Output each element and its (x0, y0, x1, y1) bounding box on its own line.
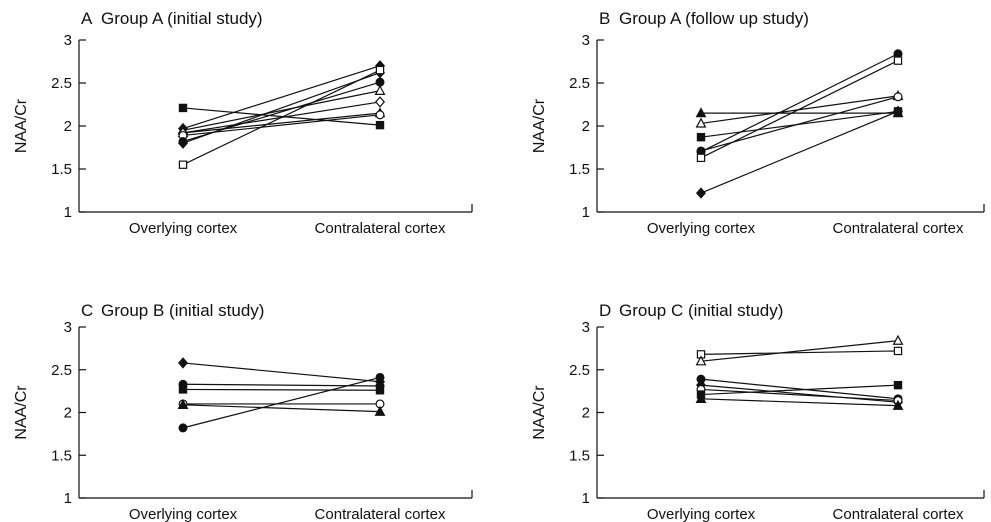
data-point (375, 110, 385, 120)
y-tick-label: 2.5 (569, 75, 590, 92)
y-tick-label: 1.5 (51, 447, 72, 464)
series-line (700, 110, 899, 194)
data-point (178, 423, 188, 433)
data-point (178, 357, 188, 369)
panel-b: B Group A (follow up study) 1 1.5 2 2.5 3 NAA/C… (531, 9, 985, 237)
series-group (177, 357, 386, 433)
data-point (892, 399, 904, 410)
data-point (374, 84, 386, 95)
panel-letter: C (81, 301, 93, 320)
x-category-label: Overlying cortex (647, 506, 756, 522)
y-tick-label: 1 (582, 490, 590, 507)
x-category-label: Overlying cortex (647, 220, 756, 237)
x-category-label: Contralateral cortex (833, 220, 964, 237)
series-line (700, 53, 899, 153)
data-point (178, 103, 188, 113)
y-tick-label: 3 (582, 32, 590, 49)
y-tick-label: 2.5 (51, 362, 72, 379)
data-point (696, 187, 706, 199)
y-tick-label: 3 (64, 319, 72, 336)
panel-letter: D (599, 301, 611, 320)
data-point (695, 355, 707, 366)
panel-title: Group B (initial study) (101, 301, 264, 320)
y-tick-label: 1.5 (569, 161, 590, 178)
data-point (375, 372, 385, 382)
data-point (178, 385, 188, 394)
y-tick-label: 2 (582, 405, 590, 422)
series-line (700, 378, 899, 400)
panel-a: A Group A (initial study) 1 1.5 2 2.5 3 NAA/Cr O… (13, 9, 473, 237)
data-point (695, 392, 707, 404)
series-line (700, 60, 899, 159)
series-line (700, 398, 899, 407)
data-point (893, 105, 903, 118)
data-point (178, 137, 188, 149)
series-group (177, 60, 386, 169)
data-point (695, 117, 707, 128)
y-axis-label: NAA/Cr (13, 98, 30, 153)
y-tick-label: 2 (64, 118, 72, 135)
panel-title: Group A (initial study) (101, 9, 263, 28)
data-point (375, 386, 385, 395)
series-group (695, 49, 904, 199)
data-point (375, 77, 385, 87)
data-point (178, 160, 188, 169)
series-group (695, 334, 904, 410)
x-category-label: Overlying cortex (129, 506, 238, 522)
y-tick-label: 2 (582, 118, 590, 135)
data-point (375, 96, 385, 108)
x-category-label: Contralateral cortex (315, 506, 446, 522)
data-point (893, 346, 903, 356)
data-point (695, 107, 707, 118)
y-tick-label: 2.5 (51, 75, 72, 92)
data-point (696, 132, 706, 142)
series-line (182, 107, 381, 126)
data-point (374, 405, 386, 416)
series-line (700, 388, 899, 402)
data-point (375, 120, 385, 130)
y-tick-label: 1 (582, 204, 590, 221)
x-category-label: Overlying cortex (129, 220, 238, 237)
series-line (700, 384, 899, 403)
series-line (182, 362, 381, 383)
data-point (375, 65, 385, 75)
series-line (182, 388, 381, 391)
y-tick-label: 2 (64, 405, 72, 422)
series-line (182, 72, 381, 144)
y-tick-label: 3 (64, 32, 72, 49)
panel-title: Group A (follow up study) (619, 9, 809, 28)
panel-letter: B (599, 9, 610, 28)
y-tick-label: 3 (582, 319, 590, 336)
data-point (177, 398, 189, 410)
data-point (892, 334, 904, 345)
series-line (700, 350, 899, 355)
data-point (696, 153, 706, 163)
x-category-label: Contralateral cortex (833, 506, 964, 522)
series-line (182, 112, 381, 134)
y-tick-label: 2.5 (569, 362, 590, 379)
y-tick-label: 1 (64, 490, 72, 507)
x-category-label: Contralateral cortex (315, 220, 446, 237)
panel-letter: A (81, 9, 93, 28)
y-tick-label: 1 (64, 204, 72, 221)
panel-c: C Group B (initial study) 1 1.5 2 2.5 3 NAA/Cr O… (13, 301, 473, 522)
panel-d: D Group C (initial study) 1 1.5 2 2.5 3 NAA/Cr O… (531, 301, 985, 522)
data-point (893, 92, 903, 102)
series-line (700, 340, 899, 362)
data-point (893, 380, 903, 390)
y-tick-label: 1.5 (569, 447, 590, 464)
series-line (182, 65, 381, 130)
y-tick-label: 1.5 (51, 161, 72, 178)
series-line (182, 90, 381, 131)
series-line (700, 384, 899, 396)
data-point (893, 56, 903, 65)
y-axis-label: NAA/Cr (531, 385, 548, 440)
series-line (182, 404, 381, 413)
y-axis-label: NAA/Cr (13, 385, 30, 440)
series-line (182, 376, 381, 429)
y-axis-label: NAA/Cr (531, 98, 548, 153)
panel-title: Group C (initial study) (619, 301, 783, 320)
series-line (182, 69, 381, 166)
